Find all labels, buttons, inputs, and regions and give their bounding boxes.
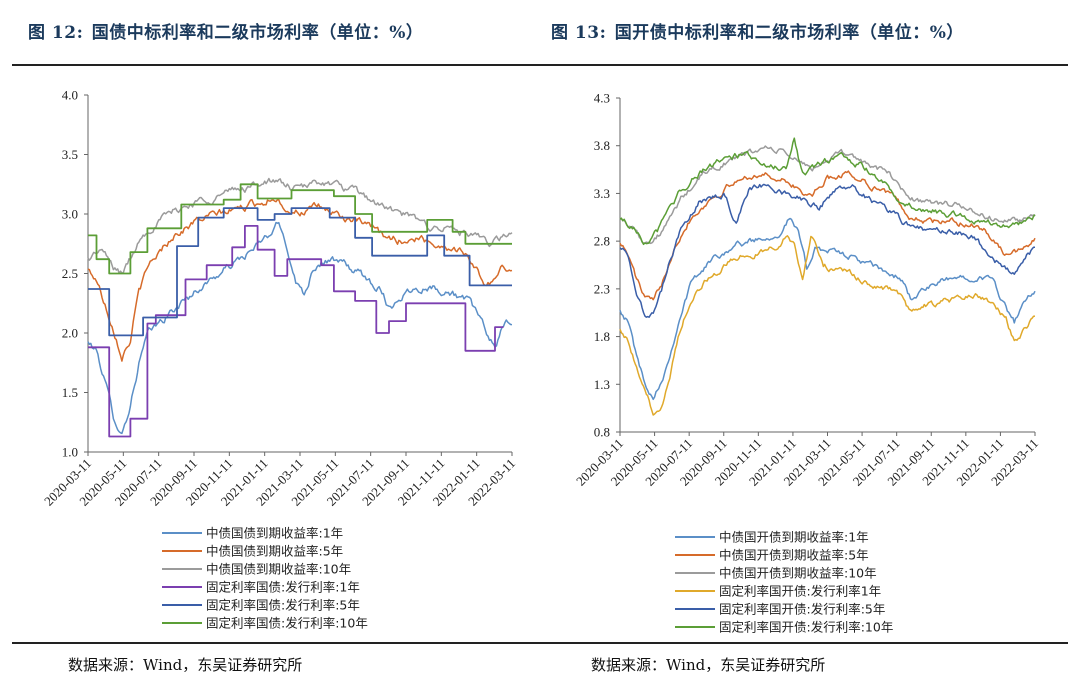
series-line-5: [619, 183, 1035, 318]
y-tick-label: 3.3: [594, 186, 610, 201]
series-line-4: [88, 225, 504, 438]
data-source: 数据来源：Wind，东吴证券研究所: [68, 656, 303, 674]
legend-label: 固定利率国开债:发行利率1年: [719, 584, 881, 599]
y-tick-label: 4.3: [594, 91, 610, 106]
series-line-3: [619, 145, 1036, 245]
y-tick-label: 1.8: [594, 329, 610, 344]
y-tick-label: 1.3: [594, 377, 610, 392]
y-tick-label: 2.0: [62, 326, 78, 341]
figure-number: 图 12:: [28, 23, 84, 43]
series-line-6: [619, 137, 1036, 246]
y-tick-label: 4.0: [62, 88, 78, 103]
bottom-rule: [535, 642, 1068, 644]
top-rule: [12, 64, 545, 66]
legend-label: 固定利率国债:发行利率:10年: [206, 616, 368, 631]
y-tick-label: 2.8: [594, 234, 610, 249]
y-tick-label: 2.5: [62, 266, 78, 281]
chart-panel-left: 图 12: 国债中标利率和二级市场利率（单位：%） 1.0 1.5 2.0 2.5 3.…: [12, 0, 545, 682]
y-tick-label: 1.5: [62, 385, 78, 400]
y-tick-label: 3.0: [62, 207, 78, 222]
series-line-5: [88, 207, 512, 337]
series-line-1: [619, 217, 1036, 401]
legend-label: 中债国开债到期收益率:10年: [719, 566, 877, 581]
series-line-2: [619, 170, 1036, 301]
legend-label: 固定利率国开债:发行利率:5年: [719, 602, 885, 617]
y-tick-label: 3.8: [594, 138, 610, 153]
line-chart-cdb: 0.81.31.82.32.83.33.84.32020-03-112020-0…: [573, 91, 1041, 635]
y-tick-label: 1.0: [62, 445, 78, 460]
series-line-4: [619, 235, 1036, 416]
line-chart-treasury: 1.01.52.02.53.03.54.02020-03-112020-05-1…: [41, 88, 518, 631]
figure-number: 图 13:: [551, 23, 607, 43]
chart-title: 图 12: 国债中标利率和二级市场利率（单位：%）: [28, 18, 423, 43]
y-tick-label: 3.5: [62, 147, 78, 162]
data-source: 数据来源：Wind，东吴证券研究所: [591, 656, 826, 674]
figure-title-text: 国债中标利率和二级市场利率（单位：%）: [91, 23, 424, 43]
y-tick-label: 0.8: [594, 425, 610, 440]
series-line-6: [88, 183, 512, 275]
chart-panel-right: 图 13: 国开债中标利率和二级市场利率（单位：%） 0.8 1.3 1.8 2.3 2…: [535, 0, 1068, 682]
y-tick-label: 2.3: [594, 281, 610, 296]
legend-label: 中债国开债到期收益率:1年: [719, 530, 869, 545]
chart-title: 图 13: 国开债中标利率和二级市场利率（单位：%）: [551, 18, 964, 43]
legend-label: 固定利率国开债:发行利率:10年: [719, 620, 893, 635]
legend-label: 固定利率国债:发行利率:5年: [206, 598, 360, 613]
series-line-2: [87, 198, 513, 362]
top-rule: [535, 64, 1068, 66]
series-line-3: [87, 177, 513, 274]
legend-label: 中债国债到期收益率:1年: [206, 526, 343, 541]
legend-label: 中债国债到期收益率:10年: [206, 562, 351, 577]
legend-label: 固定利率国债:发行利率:1年: [206, 580, 360, 595]
series-line-1: [87, 221, 513, 435]
legend-label: 中债国开债到期收益率:5年: [719, 548, 869, 563]
bottom-rule: [12, 642, 545, 644]
figure-title-text: 国开债中标利率和二级市场利率（单位：%）: [614, 23, 964, 43]
legend-label: 中债国债到期收益率:5年: [206, 544, 343, 559]
